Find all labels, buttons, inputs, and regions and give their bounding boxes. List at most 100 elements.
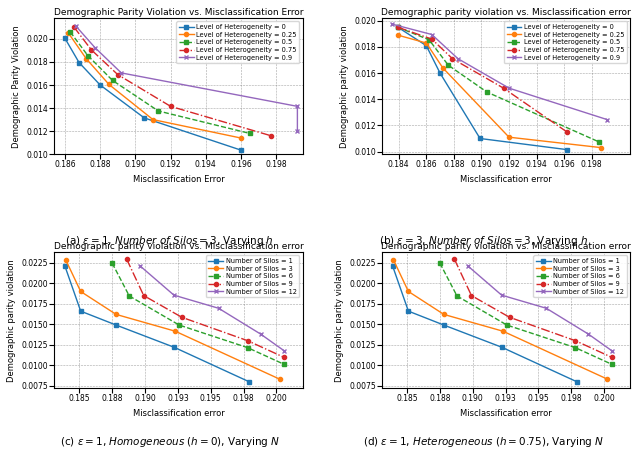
Number of Silos = 3: [499, 329, 507, 334]
Title: Demographic Parity Violation vs. Misclassification Error: Demographic Parity Violation vs. Misclas…: [54, 8, 303, 17]
Number of Silos = 3: [112, 312, 120, 317]
Level of Heterogeneity = 0.25: [505, 134, 513, 140]
Level of Heterogeneity = 0.5: [109, 78, 116, 83]
Line: Level of Heterogeneity = 0: Level of Heterogeneity = 0: [396, 25, 569, 152]
Level of Heterogeneity = 0.9: [91, 45, 99, 50]
Number of Silos = 9: [608, 355, 616, 360]
Level of Heterogeneity = 0.9: [72, 23, 79, 29]
Number of Silos = 12: [608, 348, 616, 354]
Level of Heterogeneity = 0: [140, 115, 148, 121]
Line: Number of Silos = 12: Number of Silos = 12: [465, 264, 614, 353]
Line: Number of Silos = 1: Number of Silos = 1: [390, 264, 579, 384]
Number of Silos = 3: [77, 289, 84, 294]
X-axis label: Misclassification Error: Misclassification Error: [132, 175, 225, 184]
Line: Number of Silos = 9: Number of Silos = 9: [125, 257, 286, 360]
Number of Silos = 1: [573, 379, 580, 385]
Number of Silos = 6: [108, 261, 116, 266]
Level of Heterogeneity = 0: [563, 147, 571, 153]
Level of Heterogeneity = 0: [97, 82, 104, 88]
Number of Silos = 3: [172, 329, 179, 334]
Y-axis label: Demographic parity violation: Demographic parity violation: [340, 25, 349, 148]
Level of Heterogeneity = 0.25: [394, 32, 402, 38]
Level of Heterogeneity = 0.75: [394, 25, 402, 30]
Level of Heterogeneity = 0.75: [449, 56, 456, 61]
Number of Silos = 3: [604, 376, 611, 382]
Level of Heterogeneity = 0.25: [83, 56, 90, 61]
Level of Heterogeneity = 0.9: [428, 32, 436, 37]
Text: (a) $\varepsilon = 1$, $\it{Number\ of\ Silos} = 3$, Varying $h$: (a) $\varepsilon = 1$, $\it{Number\ of\ …: [65, 234, 274, 248]
Level of Heterogeneity = 0.75: [267, 133, 275, 138]
Level of Heterogeneity = 0: [76, 60, 83, 65]
Number of Silos = 3: [61, 257, 69, 262]
Number of Silos = 1: [245, 379, 253, 385]
Text: (c) $\varepsilon = 1$, $\it{Homogeneous}$ $(h = 0)$, Varying $N$: (c) $\varepsilon = 1$, $\it{Homogeneous}…: [60, 435, 280, 449]
Number of Silos = 9: [468, 293, 476, 298]
Number of Silos = 6: [436, 261, 444, 266]
Level of Heterogeneity = 0.25: [65, 30, 72, 36]
Number of Silos = 6: [280, 362, 288, 367]
Y-axis label: Demographic Parity Violation: Demographic Parity Violation: [12, 25, 21, 148]
Number of Silos = 12: [463, 263, 471, 268]
Level of Heterogeneity = 0.5: [67, 29, 74, 35]
Number of Silos = 6: [175, 322, 183, 328]
Level of Heterogeneity = 0.25: [439, 65, 447, 70]
Number of Silos = 12: [136, 263, 143, 268]
Level of Heterogeneity = 0.9: [454, 56, 462, 61]
Number of Silos = 9: [140, 293, 148, 298]
Line: Level of Heterogeneity = 0.25: Level of Heterogeneity = 0.25: [396, 33, 604, 150]
Level of Heterogeneity = 0.5: [445, 63, 452, 68]
Legend: Level of Heterogeneity = 0, Level of Heterogeneity = 0.25, Level of Heterogeneit: Level of Heterogeneity = 0, Level of Het…: [176, 21, 300, 64]
Legend: Number of Silos = 1, Number of Silos = 3, Number of Silos = 6, Number of Silos =: Number of Silos = 1, Number of Silos = 3…: [205, 256, 300, 297]
Level of Heterogeneity = 0.25: [149, 117, 157, 122]
Level of Heterogeneity = 0.25: [598, 145, 605, 150]
Level of Heterogeneity = 0.9: [294, 104, 301, 109]
Line: Level of Heterogeneity = 0.75: Level of Heterogeneity = 0.75: [72, 25, 273, 138]
Line: Level of Heterogeneity = 0.9: Level of Heterogeneity = 0.9: [390, 22, 609, 122]
Level of Heterogeneity = 0.25: [237, 135, 245, 141]
Line: Number of Silos = 6: Number of Silos = 6: [110, 261, 286, 366]
Number of Silos = 1: [404, 308, 412, 314]
Number of Silos = 12: [584, 331, 592, 337]
Number of Silos = 9: [451, 257, 458, 262]
Level of Heterogeneity = 0.9: [388, 21, 396, 27]
Line: Number of Silos = 1: Number of Silos = 1: [63, 264, 251, 384]
Line: Level of Heterogeneity = 0.75: Level of Heterogeneity = 0.75: [396, 25, 569, 134]
Legend: Level of Heterogeneity = 0, Level of Heterogeneity = 0.25, Level of Heterogeneit: Level of Heterogeneity = 0, Level of Het…: [504, 21, 627, 64]
Level of Heterogeneity = 0.75: [114, 72, 122, 77]
Line: Level of Heterogeneity = 0.25: Level of Heterogeneity = 0.25: [67, 31, 243, 140]
Title: Demographic parity violation vs. Misclassification error: Demographic parity violation vs. Misclas…: [54, 242, 303, 252]
Legend: Number of Silos = 1, Number of Silos = 3, Number of Silos = 6, Number of Silos =: Number of Silos = 1, Number of Silos = 3…: [533, 256, 627, 297]
Number of Silos = 9: [178, 315, 186, 320]
Number of Silos = 12: [280, 348, 288, 354]
Number of Silos = 6: [244, 345, 252, 350]
Number of Silos = 1: [498, 345, 506, 350]
Level of Heterogeneity = 0.5: [84, 53, 92, 59]
Y-axis label: Demographic parity violation: Demographic parity violation: [7, 259, 16, 381]
Line: Number of Silos = 12: Number of Silos = 12: [138, 264, 286, 353]
Level of Heterogeneity = 0.75: [563, 129, 571, 135]
X-axis label: Misclassification error: Misclassification error: [132, 409, 225, 418]
Number of Silos = 9: [572, 338, 579, 343]
Level of Heterogeneity = 0: [61, 35, 69, 41]
Y-axis label: Demographic parity violation: Demographic parity violation: [335, 259, 344, 381]
Level of Heterogeneity = 0: [476, 136, 484, 141]
Level of Heterogeneity = 0: [394, 25, 402, 30]
Number of Silos = 1: [77, 308, 84, 314]
Line: Level of Heterogeneity = 0.5: Level of Heterogeneity = 0.5: [396, 25, 601, 144]
Number of Silos = 9: [506, 315, 513, 320]
Title: Demographic parity violation vs. Misclassification error: Demographic parity violation vs. Misclas…: [381, 242, 631, 252]
Level of Heterogeneity = 0.75: [167, 104, 175, 109]
Level of Heterogeneity = 0.5: [246, 131, 253, 136]
Number of Silos = 9: [244, 338, 252, 343]
Line: Number of Silos = 3: Number of Silos = 3: [63, 257, 282, 381]
Line: Number of Silos = 9: Number of Silos = 9: [452, 257, 614, 360]
Number of Silos = 1: [61, 263, 68, 269]
Number of Silos = 3: [440, 312, 448, 317]
Level of Heterogeneity = 0.9: [294, 128, 301, 134]
Number of Silos = 12: [498, 292, 506, 298]
Level of Heterogeneity = 0: [237, 148, 245, 153]
Number of Silos = 6: [572, 345, 579, 350]
Number of Silos = 9: [280, 355, 288, 360]
Level of Heterogeneity = 0.9: [603, 117, 611, 122]
Level of Heterogeneity = 0.25: [105, 82, 113, 87]
